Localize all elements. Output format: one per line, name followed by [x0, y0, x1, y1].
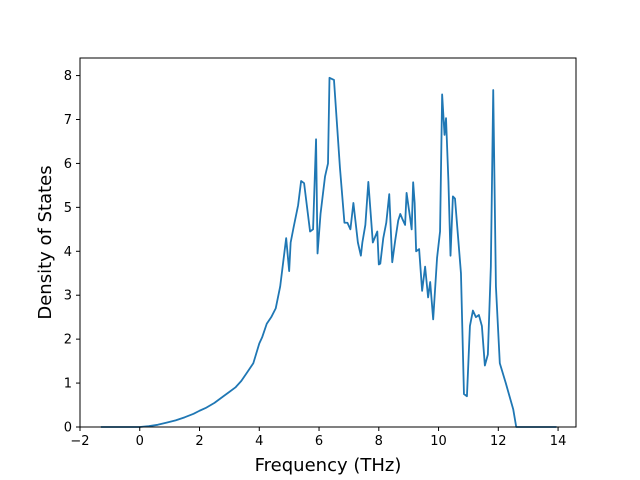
x-tick-label: 6 — [315, 434, 323, 449]
y-tick-label: 7 — [64, 113, 72, 128]
y-tick-label: 3 — [64, 289, 72, 304]
y-tick-label: 4 — [64, 245, 72, 260]
x-tick-label: 12 — [490, 434, 507, 449]
x-tick-label: 10 — [430, 434, 447, 449]
x-tick-label: 0 — [136, 434, 144, 449]
x-tick-label: 8 — [375, 434, 383, 449]
dos-series-line-0 — [100, 76, 557, 428]
x-tick-label: 4 — [255, 434, 263, 449]
x-axis-ticks: −2 0 2 4 6 8 10 12 14 — [70, 427, 566, 449]
y-tick-label: 8 — [64, 69, 72, 84]
y-axis-label: Density of States — [35, 165, 56, 319]
x-tick-label: 14 — [550, 434, 567, 449]
plot-frame — [79, 57, 577, 428]
plot-layer — [100, 76, 557, 428]
x-tick-label: −2 — [70, 434, 89, 449]
y-tick-label: 1 — [64, 377, 72, 392]
y-tick-label: 0 — [64, 421, 72, 436]
x-axis-label: Frequency (THz) — [255, 455, 402, 476]
x-tick-label: 2 — [195, 434, 203, 449]
y-tick-label: 2 — [64, 333, 72, 348]
y-tick-label: 5 — [64, 201, 72, 216]
y-axis-ticks: 0 1 2 3 4 5 6 7 8 — [64, 69, 80, 436]
y-tick-label: 6 — [64, 157, 72, 172]
